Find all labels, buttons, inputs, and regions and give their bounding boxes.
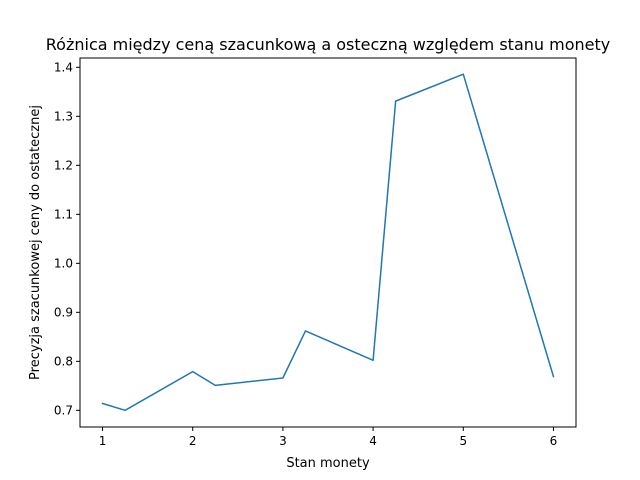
y-tick-label: 1.2 (54, 158, 73, 172)
chart-title: Różnica między ceną szacunkową a osteczn… (46, 35, 610, 54)
y-tick-label: 1.4 (54, 60, 73, 74)
x-tick-label: 2 (189, 434, 197, 448)
y-tick-label: 0.8 (54, 354, 73, 368)
y-axis-label: Precyzja szacunkowej ceny do ostatecznej (28, 105, 43, 380)
x-axis-label: Stan monety (286, 456, 370, 471)
x-axis: 1 2 3 4 5 6 (99, 427, 558, 448)
x-tick-label: 3 (279, 434, 287, 448)
y-tick-label: 1.0 (54, 256, 73, 270)
series-line-0 (101, 73, 555, 412)
x-tick-label: 5 (459, 434, 467, 448)
y-tick-label: 0.7 (54, 403, 73, 417)
y-tick-label: 0.9 (54, 305, 73, 319)
x-tick-label: 1 (99, 434, 107, 448)
x-tick-label: 4 (369, 434, 377, 448)
y-tick-label: 1.1 (54, 207, 73, 221)
series-layer (101, 73, 555, 412)
x-tick-label: 6 (550, 434, 558, 448)
y-tick-label: 1.3 (54, 109, 73, 123)
plot-frame (79, 57, 577, 428)
y-axis: 0.7 0.8 0.9 1.0 1.1 1.2 1.3 1.4 (54, 60, 80, 417)
